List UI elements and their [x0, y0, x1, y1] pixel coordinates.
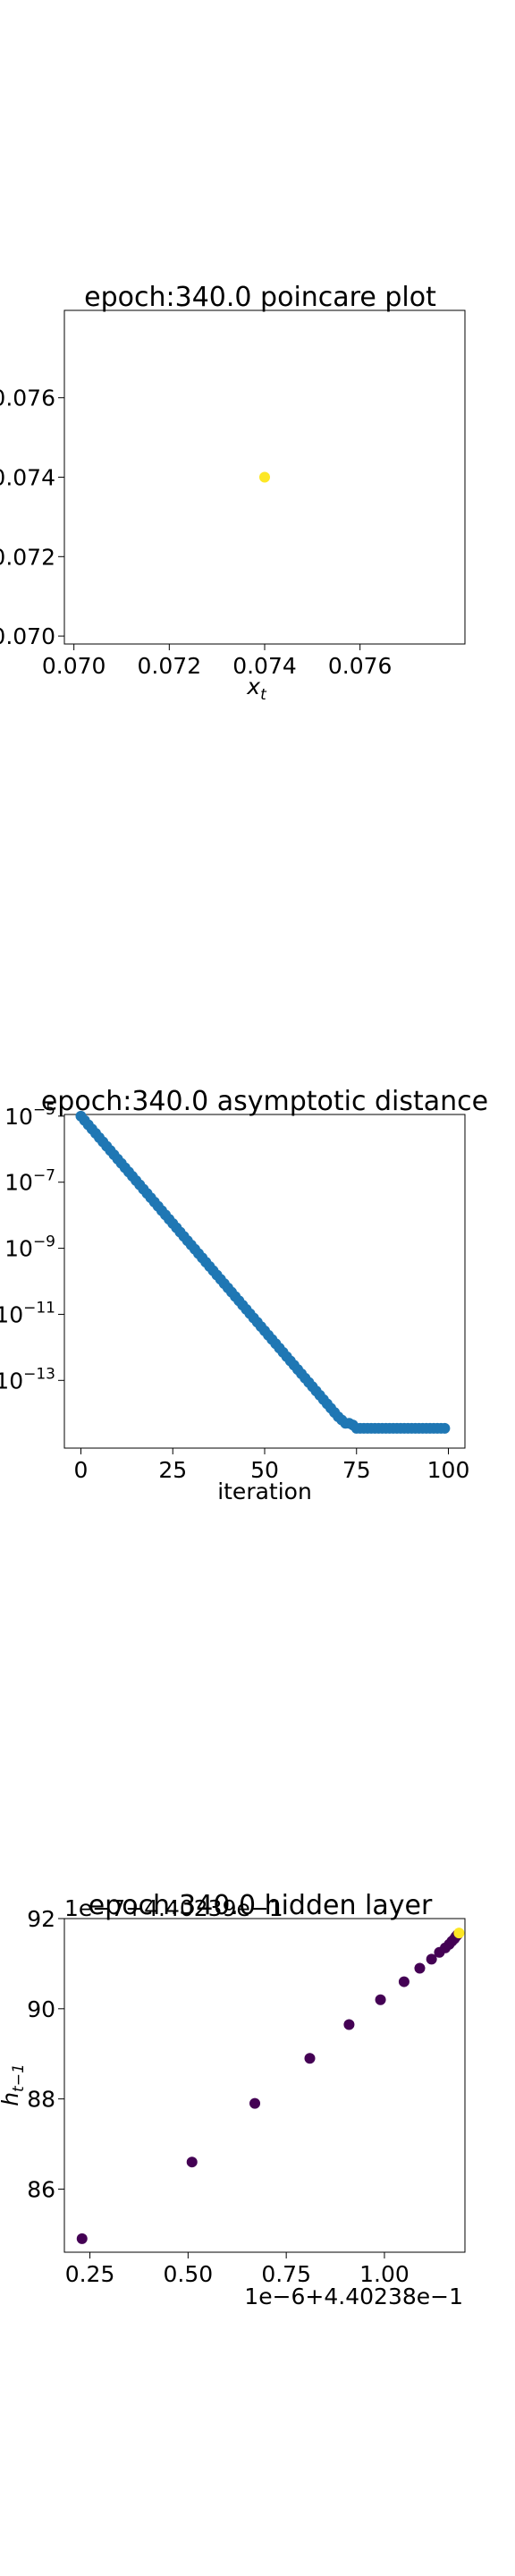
- asymptotic-ytick-label: 10−5: [4, 1101, 55, 1130]
- hidden-layer-axes-frame: [63, 1918, 466, 2253]
- hidden-layer-point: [249, 2097, 261, 2109]
- asymptotic-x-ticks: 0 25 50 75 100: [74, 1448, 470, 1483]
- hidden-layer-chart: epoch:340.0 hidden layer 1e−7+4.40239e−1…: [0, 1890, 466, 2309]
- poincare-xtick-label: 0.072: [138, 653, 202, 679]
- asymptotic-ytick-label: 10−13: [0, 1365, 55, 1394]
- asymptotic-title: epoch:340.0 asymptotic distance: [41, 1086, 488, 1117]
- poincare-title: epoch:340.0 poincare plot: [84, 282, 436, 313]
- poincare-ytick-label: 0.072: [0, 544, 55, 570]
- hidden-layer-y-ticks: 92 90 88 86: [27, 1906, 64, 2202]
- poincare-points: [259, 471, 270, 483]
- poincare-ytick-label: 0.074: [0, 465, 55, 491]
- hidden-layer-point: [375, 1994, 386, 2005]
- hidden-layer-point: [453, 1928, 465, 1939]
- poincare-xtick-label: 0.076: [328, 653, 393, 679]
- hidden-layer-point: [76, 2233, 88, 2244]
- hidden-layer-x-ticks: 0.25 0.50 0.75 1.00: [65, 2252, 409, 2287]
- poincare-chart: epoch:340.0 poincare plot 0.070 0.072 0.07…: [0, 282, 466, 704]
- poincare-ytick-label: 0.070: [0, 623, 55, 649]
- hidden-layer-ytick-label: 90: [27, 1996, 55, 2022]
- asymptotic-xtick-label: 25: [158, 1457, 187, 1483]
- asymptotic-xtick-label: 50: [250, 1457, 279, 1483]
- asymptotic-point: [439, 1422, 451, 1434]
- hidden-layer-xtick-label: 0.75: [261, 2261, 311, 2287]
- poincare-ytick-label: 0.076: [0, 386, 55, 411]
- asymptotic-xlabel: iteration: [217, 1479, 312, 1504]
- hidden-layer-ylabel: ht−1: [0, 2063, 28, 2106]
- hidden-layer-y-offset: 1e−7+4.40239e−1: [64, 1895, 283, 1921]
- hidden-layer-xtick-label: 1.00: [359, 2261, 409, 2287]
- hidden-layer-point: [304, 2053, 316, 2064]
- poincare-y-ticks: 0.070 0.072 0.074 0.076: [0, 386, 64, 649]
- asymptotic-xtick-label: 0: [74, 1457, 89, 1483]
- hidden-layer-point: [186, 2157, 198, 2168]
- hidden-layer-points: [76, 1928, 465, 2244]
- hidden-layer-point: [426, 1953, 437, 1965]
- asymptotic-points: [75, 1110, 451, 1434]
- asymptotic-xtick-label: 75: [342, 1457, 371, 1483]
- hidden-layer-title: epoch:340.0 hidden layer: [89, 1890, 433, 1921]
- asymptotic-xtick-label: 100: [427, 1457, 470, 1483]
- hidden-layer-x-offset: 1e−6+4.40238e−1: [244, 2284, 463, 2309]
- asymptotic-ytick-label: 10−11: [0, 1299, 55, 1327]
- hidden-layer-point: [343, 2019, 355, 2030]
- hidden-layer-point: [398, 1976, 409, 1987]
- asymptotic-distance-chart: epoch:340.0 asymptotic distance 0 25 50 75 1…: [0, 1086, 488, 1504]
- hidden-layer-ytick-label: 86: [27, 2176, 55, 2202]
- asymptotic-y-ticks: 10−5 10−7 10−9 10−11 10−13: [0, 1101, 64, 1394]
- hidden-layer-xtick-label: 0.25: [65, 2261, 115, 2287]
- hidden-layer-point: [414, 1962, 426, 1974]
- asymptotic-ytick-label: 10−9: [4, 1233, 55, 1262]
- poincare-point: [259, 471, 270, 483]
- asymptotic-ytick-label: 10−7: [4, 1167, 55, 1196]
- poincare-xtick-label: 0.070: [42, 653, 106, 679]
- hidden-layer-ytick-label: 92: [27, 1906, 55, 1932]
- hidden-layer-xtick-label: 0.50: [164, 2261, 214, 2287]
- hidden-layer-ytick-label: 88: [27, 2087, 55, 2113]
- poincare-x-ticks: 0.070 0.072 0.074 0.076: [42, 644, 393, 679]
- poincare-xtick-label: 0.074: [232, 653, 297, 679]
